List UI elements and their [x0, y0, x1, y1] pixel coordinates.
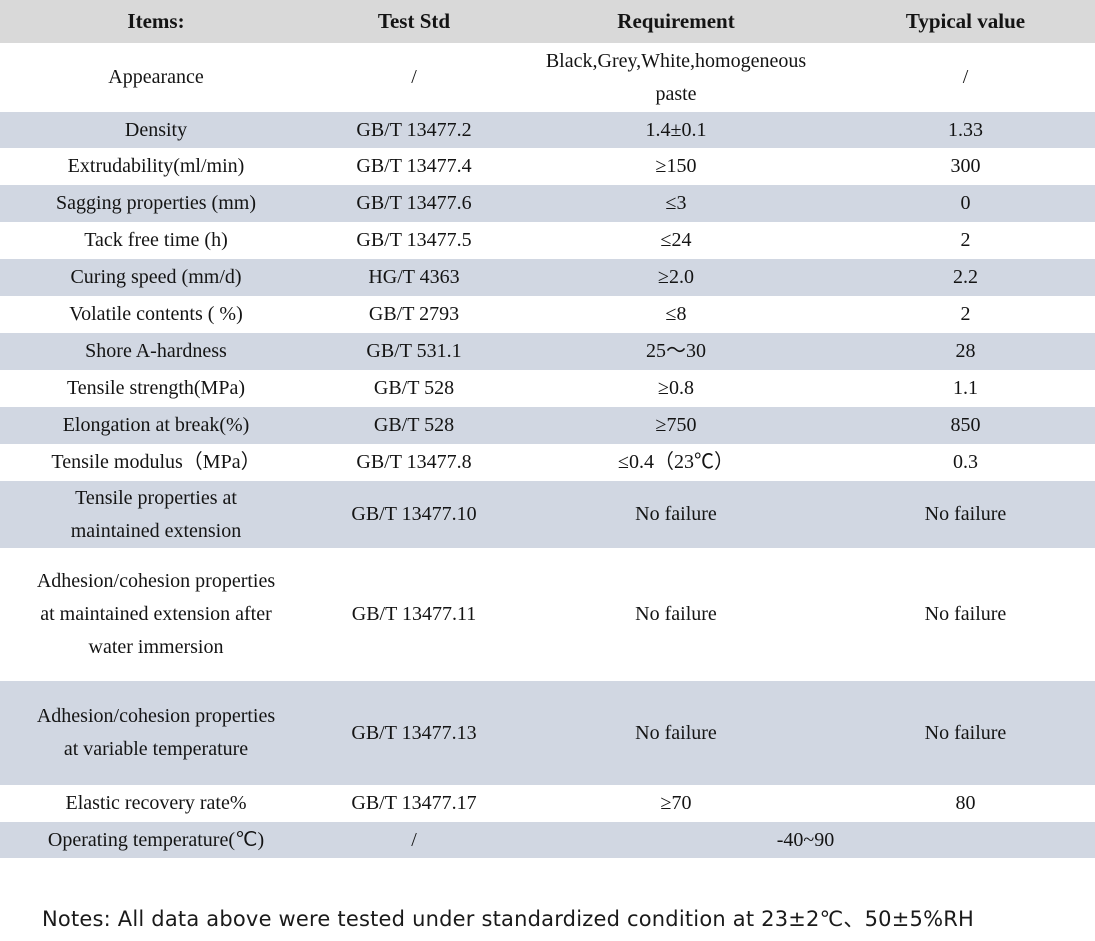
typical-value-cell: 2.2	[953, 266, 978, 288]
item-cell: Extrudability(ml/min)	[67, 155, 245, 177]
header-items: Items:	[127, 9, 185, 33]
requirement-cell: -40~90	[776, 828, 835, 851]
requirement-cell: ≥750	[655, 414, 697, 436]
typical-value-cell: 300	[950, 155, 981, 177]
item-cell: Adhesion/cohesion properties at maintain…	[36, 570, 276, 658]
typical-value-cell: 2	[960, 303, 971, 325]
typical-value-cell: 0.3	[953, 451, 978, 473]
header-row: Items: Test Std Requirement Typical valu…	[0, 0, 1095, 43]
item-cell: Elastic recovery rate%	[65, 792, 247, 814]
requirement-cell: 1.4±0.1	[645, 118, 707, 141]
test-std-cell: GB/T 528	[373, 414, 455, 436]
header-typical-value: Typical value	[905, 9, 1026, 33]
typical-value-cell: 28	[955, 340, 976, 362]
test-std-cell: /	[411, 66, 417, 88]
item-cell: Shore A-hardness	[85, 340, 227, 362]
requirement-cell: ≤3	[665, 192, 687, 214]
table-row: Elastic recovery rate% GB/T 13477.17 ≥70 80	[0, 785, 1095, 822]
requirement-cell: ≤0.4（23℃）	[618, 451, 734, 473]
table-row: Tensile properties at maintained extensi…	[0, 481, 1095, 548]
test-std-cell: GB/T 528	[373, 377, 455, 399]
table-row: Tensile strength(MPa) GB/T 528 ≥0.8 1.1	[0, 370, 1095, 407]
header-test-std: Test Std	[377, 9, 451, 33]
table-row: Tensile modulus（MPa） GB/T 13477.8 ≤0.4（23℃…	[0, 444, 1095, 481]
item-cell: Curing speed (mm/d)	[70, 266, 242, 288]
table-row: Volatile contents ( %) GB/T 2793 ≤8 2	[0, 296, 1095, 333]
typical-value-cell: 850	[950, 414, 981, 436]
item-cell: Tack free time (h)	[84, 229, 228, 251]
test-std-cell: GB/T 13477.5	[356, 229, 472, 251]
requirement-cell: No failure	[635, 603, 717, 625]
requirement-cell: ≤8	[665, 303, 687, 325]
table-row: Tack free time (h) GB/T 13477.5 ≤24 2	[0, 222, 1095, 259]
table-row: Sagging properties (mm) GB/T 13477.6 ≤3 0	[0, 185, 1095, 222]
test-std-cell: GB/T 13477.4	[356, 155, 472, 177]
item-cell: Operating temperature(℃)	[47, 828, 265, 851]
test-std-cell: GB/T 13477.13	[351, 721, 477, 744]
item-cell: Elongation at break(%)	[62, 414, 250, 436]
item-cell: Tensile properties at maintained extensi…	[70, 486, 242, 542]
typical-value-cell: /	[962, 66, 969, 88]
table-row: Appearance / Black,Grey,White,homogeneous …	[0, 43, 1095, 112]
requirement-cell: No failure	[635, 721, 717, 744]
table-row: Curing speed (mm/d) HG/T 4363 ≥2.0 2.2	[0, 259, 1095, 296]
item-cell: Tensile modulus（MPa）	[51, 451, 261, 473]
typical-value-cell: 0	[960, 192, 971, 214]
requirement-cell: Black,Grey,White,homogeneous paste	[545, 49, 807, 105]
table-row: Density GB/T 13477.2 1.4±0.1 1.33	[0, 112, 1095, 148]
typical-value-cell: No failure	[924, 603, 1007, 625]
requirement-cell: ≥150	[655, 155, 697, 177]
typical-value-cell: 1.1	[953, 377, 978, 399]
spec-table-header: Items: Test Std Requirement Typical valu…	[0, 0, 1095, 43]
item-cell: Volatile contents ( %)	[69, 303, 243, 325]
requirement-cell: ≥70	[660, 792, 692, 814]
test-std-cell: GB/T 13477.8	[356, 451, 472, 473]
test-std-cell: GB/T 13477.11	[351, 603, 477, 625]
table-row: Adhesion/cohesion properties at variable…	[0, 681, 1095, 785]
header-requirement: Requirement	[617, 9, 735, 33]
typical-value-cell: No failure	[924, 721, 1007, 744]
requirement-cell: ≥2.0	[658, 266, 694, 288]
requirement-cell: 25～30	[646, 340, 706, 362]
requirement-cell: ≥0.8	[658, 377, 694, 399]
test-std-cell: GB/T 13477.6	[356, 192, 472, 214]
test-std-cell: /	[411, 828, 417, 851]
table-row: Operating temperature(℃) / -40~90	[0, 822, 1095, 858]
test-std-cell: GB/T 13477.17	[351, 792, 477, 814]
requirement-cell: ≤24	[660, 229, 692, 251]
typical-value-cell: 1.33	[948, 118, 983, 141]
test-std-cell: GB/T 2793	[368, 303, 460, 325]
item-cell: Sagging properties (mm)	[56, 192, 256, 214]
table-row: Shore A-hardness GB/T 531.1 25～30 28	[0, 333, 1095, 370]
typical-value-cell: 80	[955, 792, 976, 814]
notes-text: Notes: All data above were tested under …	[42, 907, 975, 931]
spec-table-body: Appearance / Black,Grey,White,homogeneous …	[0, 43, 1095, 858]
item-cell: Adhesion/cohesion properties at variable…	[36, 705, 276, 760]
requirement-cell: No failure	[635, 503, 717, 525]
table-row: Adhesion/cohesion properties at maintain…	[0, 548, 1095, 681]
item-cell: Density	[124, 118, 188, 141]
test-std-cell: GB/T 531.1	[366, 340, 462, 362]
test-std-cell: GB/T 13477.2	[356, 118, 472, 141]
test-std-cell: GB/T 13477.10	[351, 503, 477, 525]
item-cell: Tensile strength(MPa)	[66, 377, 245, 399]
test-std-cell: HG/T 4363	[368, 266, 460, 288]
typical-value-cell: No failure	[924, 503, 1007, 525]
item-cell: Appearance	[108, 66, 204, 88]
spec-table: Items: Test Std Requirement Typical valu…	[0, 0, 1095, 858]
table-row: Elongation at break(%) GB/T 528 ≥750 850	[0, 407, 1095, 444]
typical-value-cell: 2	[960, 229, 971, 251]
table-row: Extrudability(ml/min) GB/T 13477.4 ≥150 300	[0, 148, 1095, 185]
